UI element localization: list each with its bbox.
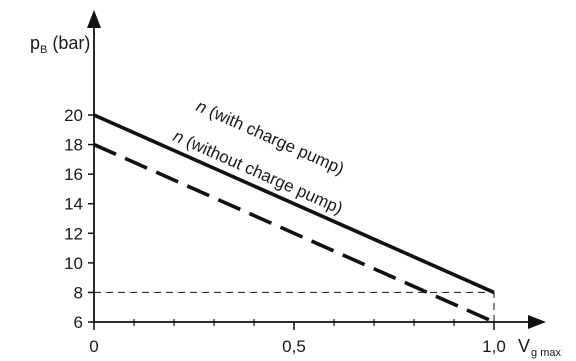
x-axis-title: Vg max xyxy=(518,336,561,359)
labels: n (with charge pump)n (without charge pu… xyxy=(170,96,347,218)
y-tick-label: 16 xyxy=(64,165,83,184)
y-tick-label: 12 xyxy=(64,224,83,243)
series-line-2 xyxy=(93,142,495,324)
y-tick-label: 10 xyxy=(64,254,83,273)
y-tick-label: 18 xyxy=(64,136,83,155)
reference-lines xyxy=(94,291,495,322)
series-line-1 xyxy=(93,113,495,295)
x-axis-arrow xyxy=(528,315,546,329)
y-axis-arrow xyxy=(87,10,101,28)
y-tick-label: 6 xyxy=(74,313,83,332)
x-tick-label: 1,0 xyxy=(482,337,506,356)
x-tick-label: 0,5 xyxy=(282,337,306,356)
x-tick-label: 0 xyxy=(89,337,98,356)
y-tick-label: 20 xyxy=(64,106,83,125)
series-lines xyxy=(93,113,495,324)
y-axis-title: pB (bar) xyxy=(30,33,90,56)
axes: 6 8 10 12 14 16 18 20 0 0,5 1,0 xyxy=(64,10,546,356)
y-tick-label: 8 xyxy=(74,283,83,302)
y-tick-label: 14 xyxy=(64,195,83,214)
